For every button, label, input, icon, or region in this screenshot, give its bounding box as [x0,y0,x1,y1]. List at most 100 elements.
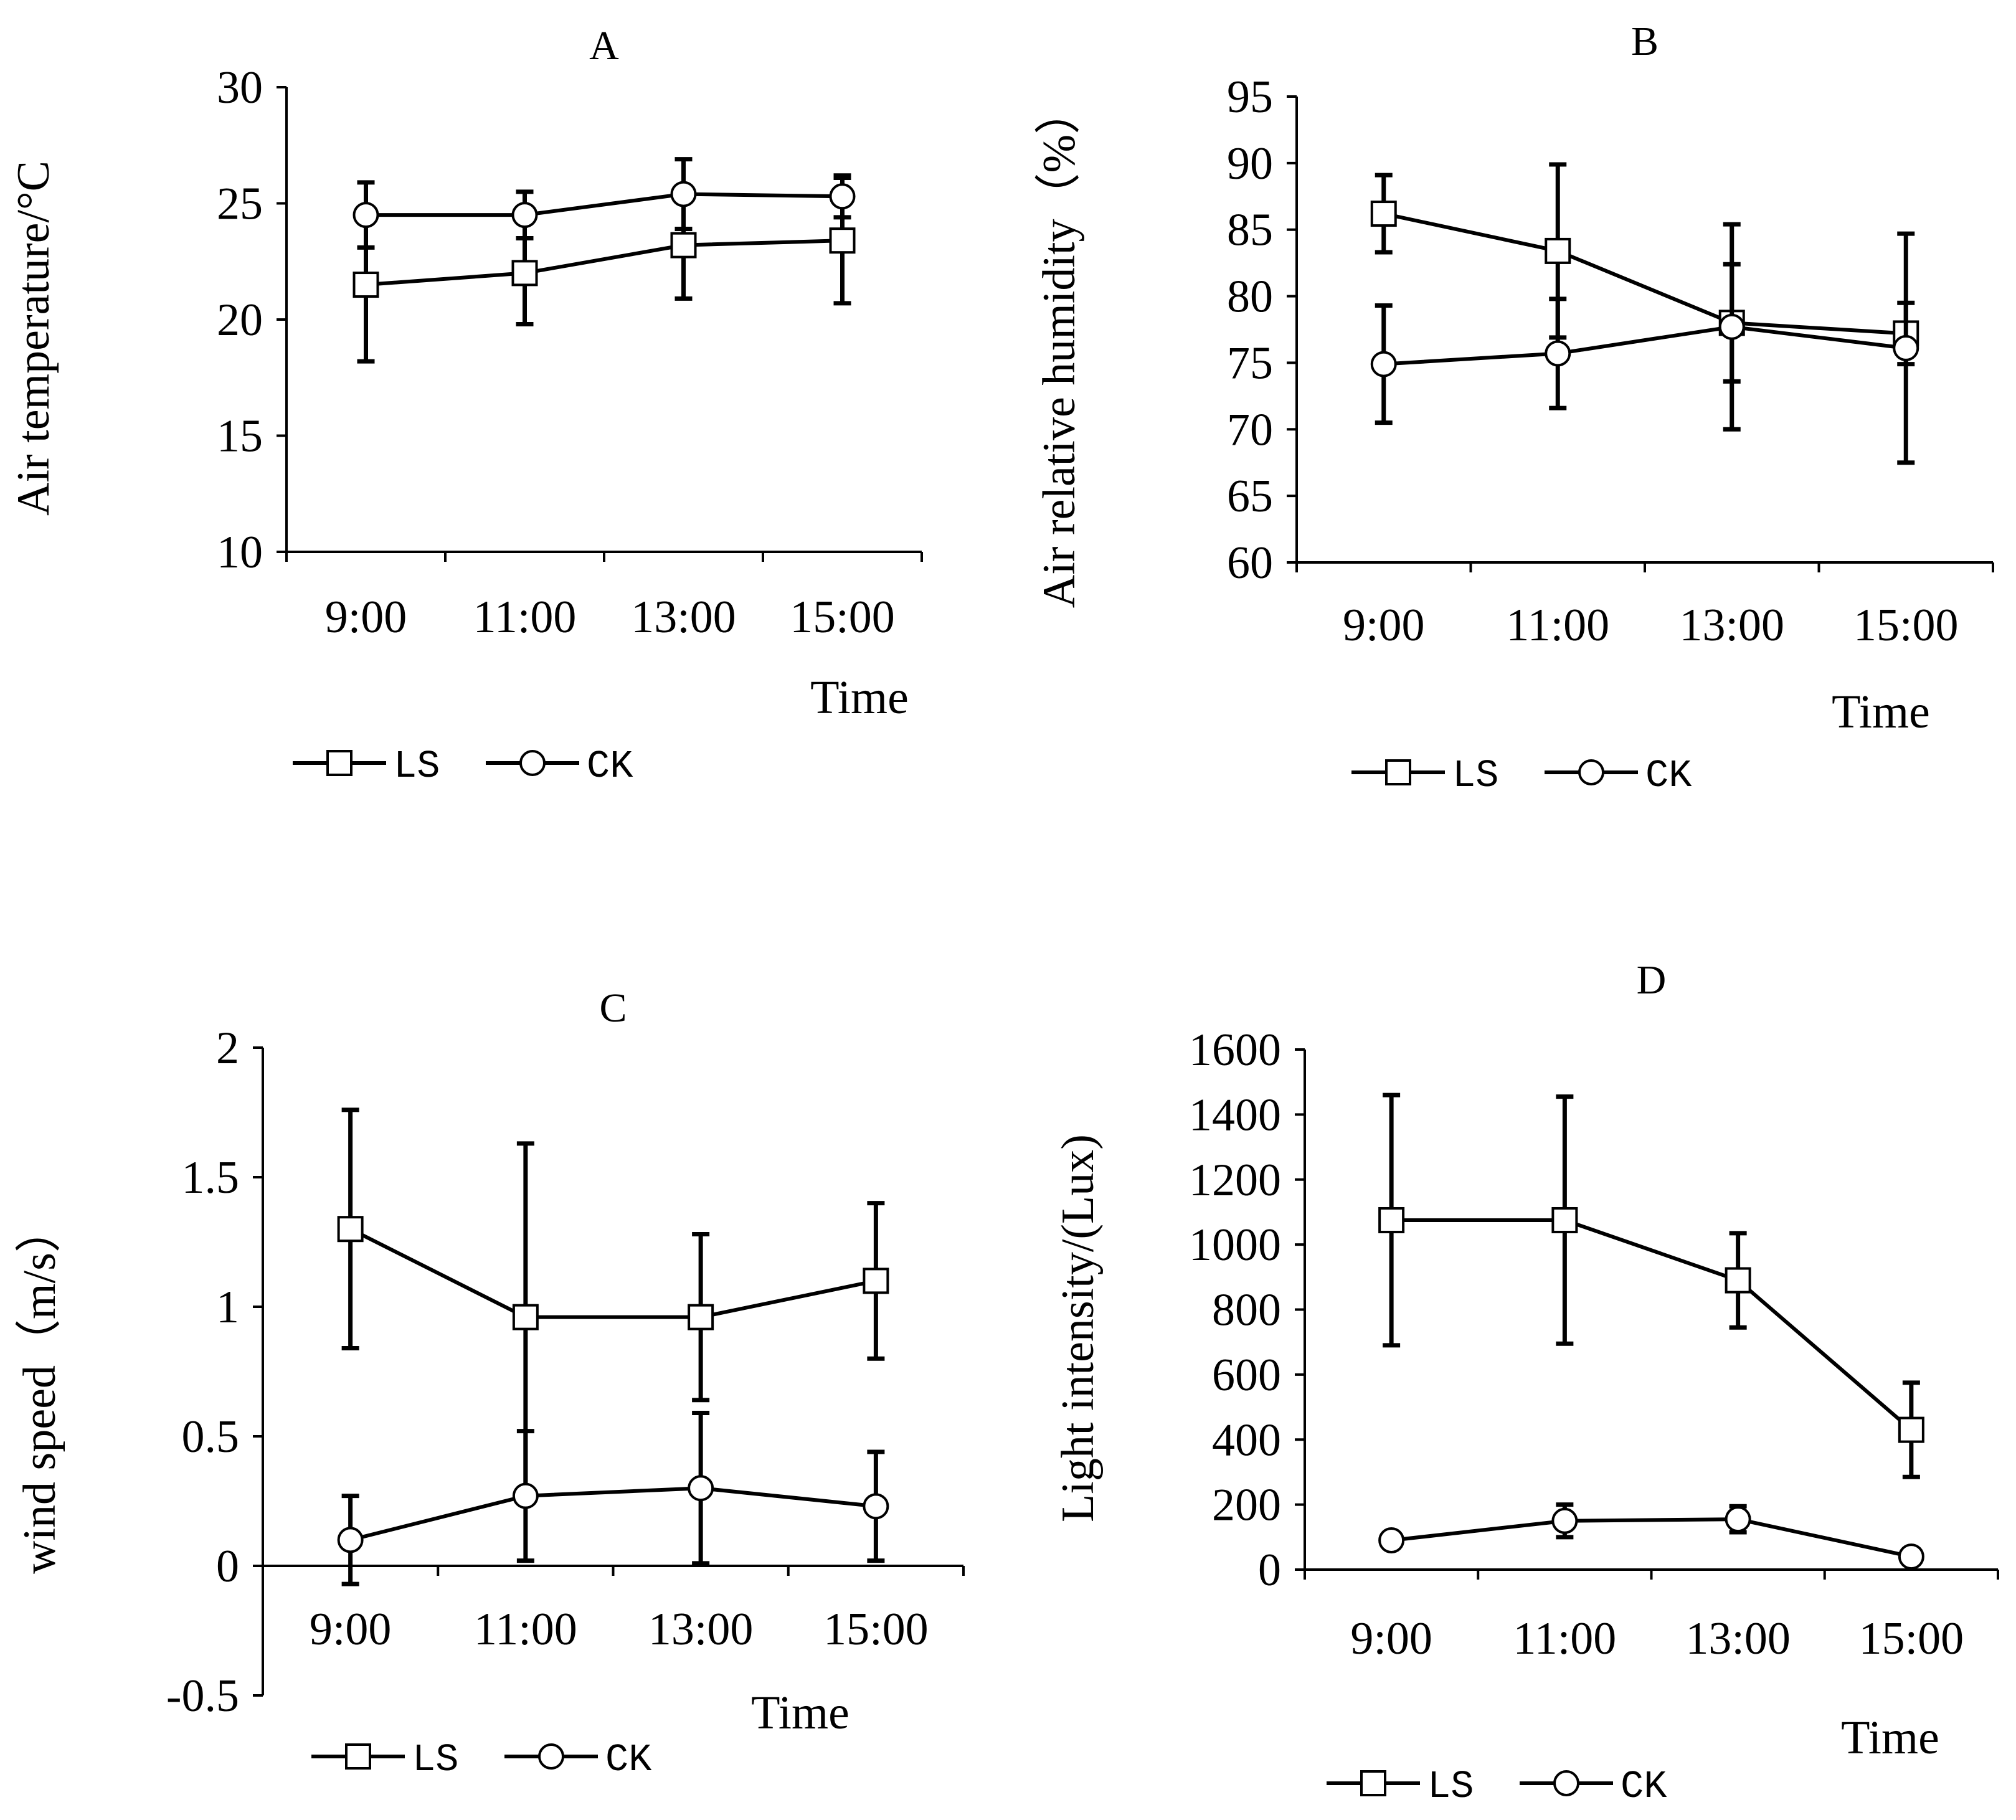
data-point [863,1268,889,1294]
y-tick-label: 30 [217,62,263,113]
panel-d: D 0 200 400 600 800 1000 1200 1400 1600 9:00 11:00 1… [1053,957,1999,1809]
y-tick-label: 60 [1227,538,1273,589]
y-tick-label: 400 [1212,1415,1281,1466]
y-tick-label: 25 [217,179,263,230]
y-tick-label: 0 [1258,1545,1281,1596]
y-tick-label: 600 [1212,1350,1281,1401]
data-point [353,272,379,298]
data-point [1551,1206,1578,1233]
data-point [1898,1416,1924,1443]
y-axis-label: wind speed（m/s） [14,1206,65,1574]
y-tick-label: 2 [216,1023,239,1074]
legend-label: CK [605,1738,652,1782]
y-tick-label: 65 [1227,471,1273,522]
y-tick-label: 1600 [1189,1025,1281,1076]
data-point [670,232,697,258]
y-tick-label: -0.5 [166,1671,239,1722]
data-point [1551,1507,1578,1534]
legend-label: LS [1427,1765,1474,1809]
data-point [1725,1506,1751,1533]
y-tick-label: 20 [217,295,263,346]
series-ck [353,157,856,250]
data-point [1893,334,1919,361]
y-axis-label: Air relative humidity（%） [1034,88,1085,608]
series-ck [337,1411,889,1586]
legend-label: CK [1645,754,1692,798]
panel-title: C [599,985,627,1031]
y-axis-label: Light intensity/(Lux) [1053,1134,1104,1522]
x-tick-label: 9:00 [1350,1613,1432,1664]
x-tick-label: 9:00 [310,1604,392,1655]
data-point [1545,237,1571,264]
data-point [337,1527,364,1553]
legend-marker [326,750,353,776]
data-point [688,1475,714,1502]
legend: LS CK [1327,1765,1667,1809]
series-line [349,1227,876,1319]
x-tick-label: 9:00 [1343,600,1425,651]
legend-label: CK [587,744,633,789]
x-tick-label: 13:00 [631,592,736,643]
data-point [1718,313,1745,340]
y-tick-label: 0.5 [182,1411,240,1462]
x-axis-label: Time [751,1687,849,1739]
y-tick-label: 1200 [1189,1155,1281,1206]
legend-label: LS [412,1738,458,1782]
legend-label: CK [1621,1765,1667,1809]
y-tick-label: 1400 [1189,1089,1281,1140]
series-ck [1378,1502,1924,1570]
y-tick-label: 200 [1212,1480,1281,1531]
legend: LS CK [293,744,633,789]
data-point [512,1482,539,1509]
panel-title: D [1637,957,1667,1003]
series-ck [1370,222,1919,465]
data-point [1725,1267,1751,1294]
legend-marker [1385,759,1411,785]
data-point [670,181,697,207]
y-tick-label: 1 [216,1282,239,1333]
x-tick-label: 11:00 [474,1604,577,1655]
legend-marker [538,1743,564,1770]
y-tick-label: 95 [1227,72,1273,123]
data-point [512,1304,539,1330]
legend: LS CK [311,1738,652,1782]
x-tick-label: 11:00 [1513,1613,1616,1664]
data-point [1370,351,1397,377]
y-tick-label: 0 [216,1541,239,1592]
data-point [829,183,856,210]
data-point [337,1216,364,1243]
data-point [688,1304,714,1330]
legend: LS CK [1351,754,1692,798]
x-tick-label: 11:00 [1506,600,1609,651]
y-tick-label: 75 [1227,338,1273,389]
series-line [349,1486,876,1542]
data-point [1378,1206,1405,1233]
legend-label: LS [1452,754,1498,798]
y-tick-label: 15 [217,411,263,462]
data-point [863,1493,889,1520]
data-point [829,227,856,254]
x-tick-label: 11:00 [473,592,577,643]
y-tick-label: 90 [1227,138,1273,189]
panel-c: C -0.5 0 0.5 1 1.5 2 9:00 11:00 13:00 15:00 wind sp… [14,985,965,1782]
data-point [1545,340,1571,367]
series-line [1391,1218,1913,1431]
legend-marker [1553,1770,1579,1796]
legend-marker [1360,1770,1386,1796]
series-line [1391,1517,1912,1559]
panel-b: B 60 65 70 75 80 85 90 95 9:00 11:00 13:00 15:00 Air … [1034,19,1994,798]
panel-a: A 10 15 20 25 30 9:00 11:00 13:00 15:00 Air temper… [8,23,923,789]
series-ls [337,1107,889,1493]
panel-title: A [589,23,619,69]
y-tick-label: 1.5 [182,1152,240,1203]
x-axis-label: Time [1832,686,1930,738]
x-tick-label: 13:00 [1685,1613,1791,1664]
series-ls [1378,1092,1924,1479]
data-point [1898,1543,1924,1570]
x-axis-label: Time [810,671,909,724]
series-line [1383,325,1906,366]
legend-marker [345,1743,371,1770]
x-tick-label: 13:00 [1679,600,1784,651]
data-point [353,202,379,229]
